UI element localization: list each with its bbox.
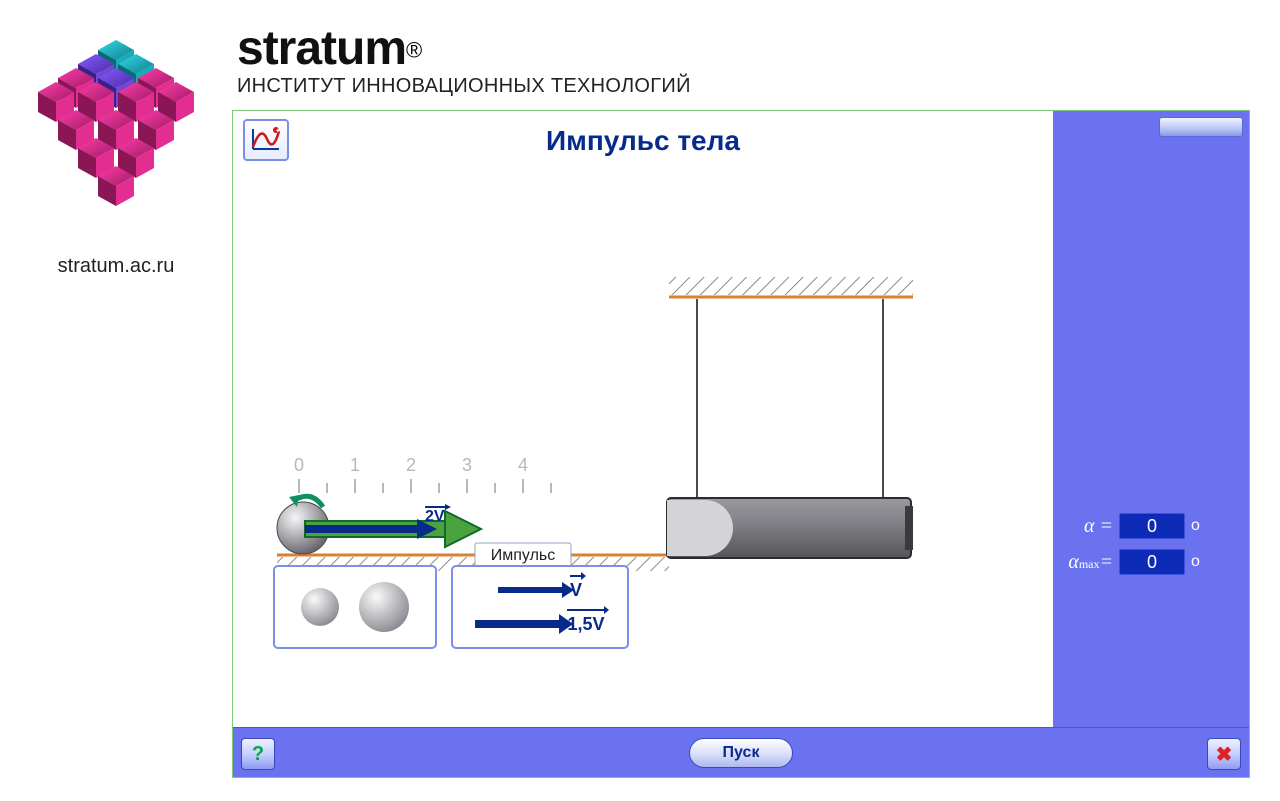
close-button[interactable]: ✖ bbox=[1207, 738, 1241, 770]
alpha-max-value: 0 bbox=[1119, 549, 1185, 575]
svg-text:0: 0 bbox=[294, 455, 304, 475]
readout-alpha: α = 0 o bbox=[1063, 513, 1243, 539]
brand-logo: stratum® bbox=[237, 25, 1250, 73]
palette-velocities[interactable]: V 1,5V bbox=[451, 565, 629, 649]
alpha-value: 0 bbox=[1119, 513, 1185, 539]
arrow-short-icon bbox=[498, 587, 564, 593]
velocity-option-v[interactable]: V bbox=[498, 580, 582, 601]
svg-text:2: 2 bbox=[406, 455, 416, 475]
ball-large-icon[interactable] bbox=[359, 582, 409, 632]
brand-subtitle: ИНСТИТУТ ИННОВАЦИОННЫХ ТЕХНОЛОГИЙ bbox=[237, 75, 1250, 98]
svg-text:3: 3 bbox=[462, 455, 472, 475]
help-button[interactable]: ? bbox=[241, 738, 275, 770]
svg-text:2V: 2V bbox=[425, 508, 445, 525]
alpha-max-unit: o bbox=[1191, 553, 1200, 571]
registered-mark: ® bbox=[406, 38, 422, 63]
bottom-bar: ? Пуск ✖ bbox=[233, 727, 1249, 777]
velocity-option-1-5v[interactable]: 1,5V bbox=[475, 614, 604, 635]
side-panel: α = 0 o αmax= 0 o bbox=[1053, 111, 1250, 729]
alpha-unit: o bbox=[1191, 517, 1200, 535]
readout-alpha-max: αmax= 0 o bbox=[1063, 549, 1243, 575]
palette-balls[interactable] bbox=[273, 565, 437, 649]
velocity-label-1-5v: 1,5V bbox=[567, 614, 604, 635]
svg-text:4: 4 bbox=[518, 455, 528, 475]
impulse-label: Импульс bbox=[491, 547, 555, 564]
alpha-label: α = bbox=[1063, 515, 1119, 538]
velocity-label-v: V bbox=[570, 580, 582, 601]
svg-text:1: 1 bbox=[350, 455, 360, 475]
alpha-max-label: αmax= bbox=[1063, 551, 1119, 574]
arrow-long-icon bbox=[475, 620, 561, 628]
run-button[interactable]: Пуск bbox=[689, 738, 793, 768]
brand-name: stratum bbox=[237, 22, 406, 75]
ball-small-icon[interactable] bbox=[301, 588, 339, 626]
panel-toggle-button[interactable] bbox=[1159, 117, 1243, 137]
site-url: stratum.ac.ru bbox=[58, 255, 175, 278]
simulation-frame: ✦ Импульс тела bbox=[232, 110, 1250, 778]
logo-cubes-icon bbox=[31, 30, 201, 235]
simulation-canvas[interactable]: ✦ Импульс тела bbox=[233, 111, 1053, 729]
